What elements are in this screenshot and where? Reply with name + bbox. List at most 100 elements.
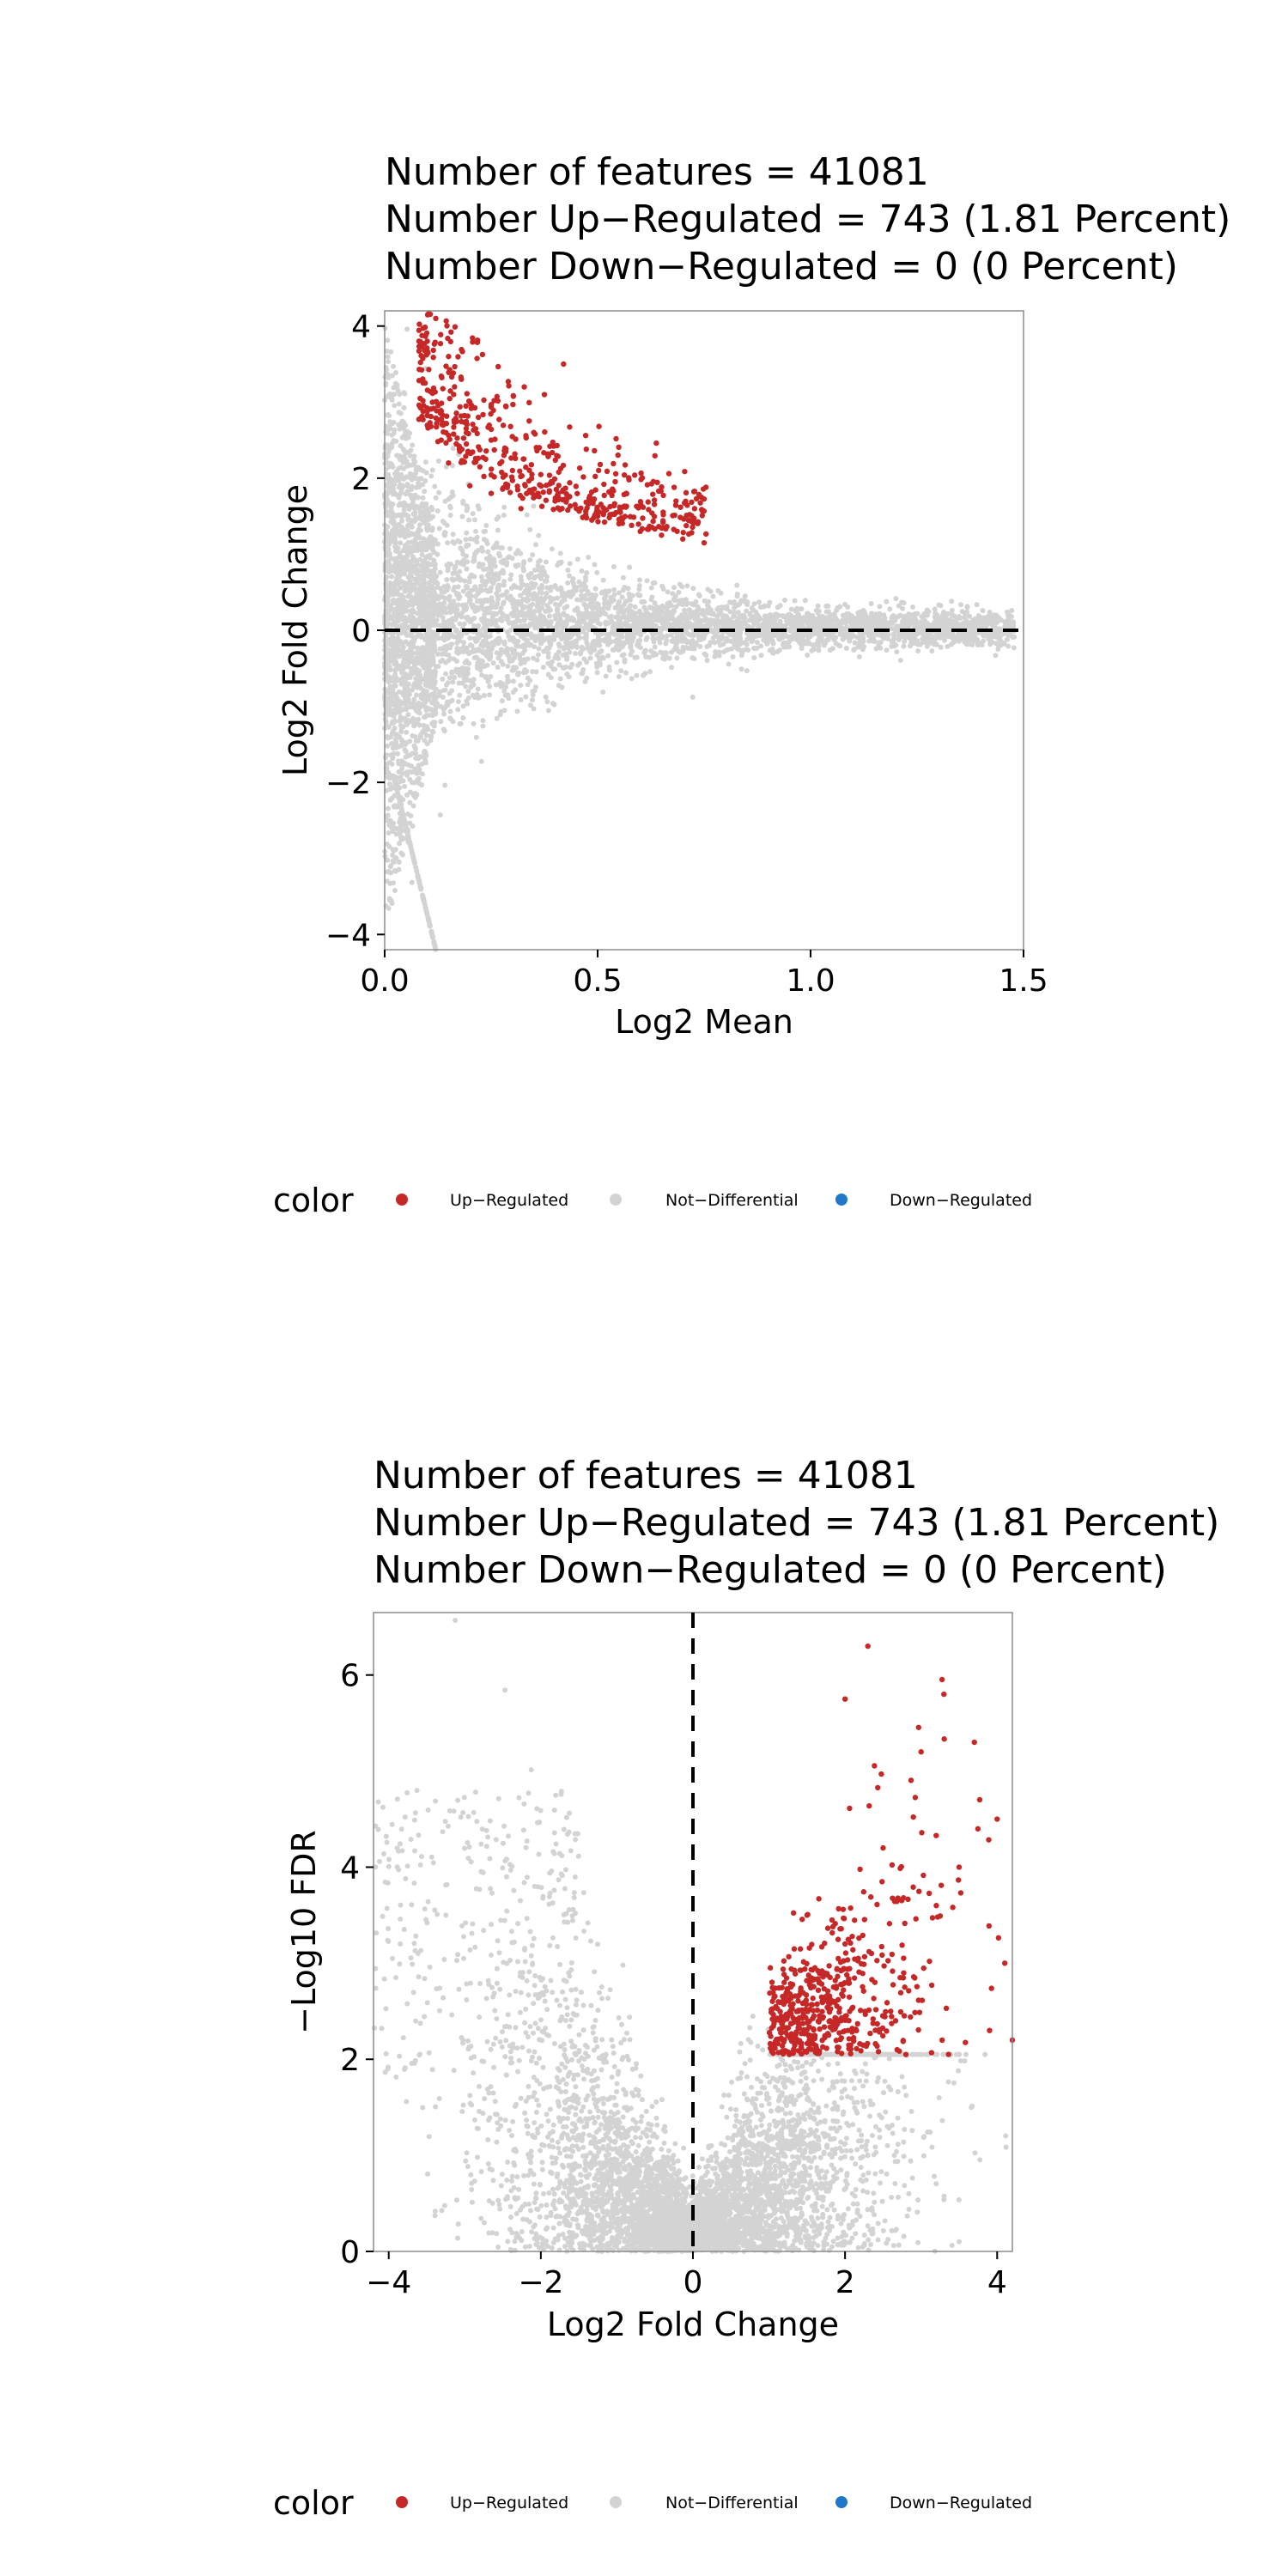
ma-not-differential-point — [634, 672, 640, 678]
ma-not-differential-point — [1005, 643, 1012, 649]
ma-not-differential-point — [949, 612, 955, 618]
ma-not-differential-point — [546, 586, 552, 592]
ma-not-differential-point — [956, 614, 962, 620]
ma-not-differential-point — [387, 391, 393, 397]
ma-not-differential-point — [1009, 608, 1015, 614]
ma-not-differential-point — [557, 676, 563, 682]
ma-not-differential-point — [712, 653, 718, 659]
ma-not-differential-point — [702, 598, 708, 604]
ma-not-differential-point — [407, 430, 413, 436]
ma-not-differential-point — [530, 692, 536, 698]
ma-not-differential-point — [788, 613, 794, 619]
ma-not-differential-point — [473, 734, 479, 740]
ma-not-differential-point — [568, 641, 574, 647]
ma-not-differential-point — [949, 598, 955, 605]
ma-not-differential-point — [475, 591, 481, 597]
ma-not-differential-point — [696, 592, 702, 598]
ma-not-differential-point — [823, 637, 829, 643]
ma-not-differential-point — [392, 737, 398, 743]
ma-not-differential-point — [831, 611, 837, 617]
ma-not-differential-point — [449, 641, 455, 647]
ma-not-differential-point — [450, 577, 456, 583]
ma-not-differential-point — [438, 719, 444, 725]
ma-not-differential-point — [602, 588, 608, 594]
ma-not-differential-point — [386, 359, 392, 365]
ma-not-differential-point — [424, 636, 430, 642]
ma-not-differential-point — [391, 674, 397, 680]
ma-not-differential-point — [743, 621, 749, 627]
ma-not-differential-point — [632, 617, 638, 623]
ma-not-differential-point — [517, 585, 523, 591]
ma-not-differential-point — [475, 631, 481, 637]
ma-not-differential-point — [688, 610, 694, 616]
ma-not-differential-point — [452, 603, 458, 609]
ma-not-differential-point — [396, 841, 402, 847]
ma-not-differential-point — [390, 852, 396, 858]
ma-not-differential-point — [441, 520, 447, 526]
ma-not-differential-point — [632, 604, 638, 610]
ma-not-differential-point — [600, 577, 606, 583]
ma-not-differential-point — [749, 605, 755, 611]
ma-not-differential-point — [455, 699, 461, 705]
ma-not-differential-point — [802, 598, 808, 604]
ma-not-differential-point — [663, 650, 669, 656]
ma-not-differential-point — [884, 598, 890, 605]
ma-not-differential-point — [400, 459, 406, 465]
ma-not-differential-point — [450, 679, 456, 685]
ma-not-differential-point — [473, 528, 479, 534]
ma-not-differential-point — [920, 635, 926, 641]
ma-not-differential-point — [435, 459, 441, 465]
ma-not-differential-point — [958, 635, 964, 641]
ma-not-differential-point — [821, 642, 827, 648]
ma-not-differential-point — [969, 620, 975, 626]
ma-not-differential-point — [877, 614, 883, 620]
ma-not-differential-point — [976, 623, 982, 629]
ma-not-differential-point — [668, 649, 674, 655]
ma-not-differential-point — [422, 507, 428, 513]
ma-not-differential-point — [527, 603, 533, 609]
ma-not-differential-point — [460, 640, 466, 646]
ma-not-differential-point — [657, 640, 663, 646]
ma-not-differential-point — [647, 654, 653, 660]
ma-not-differential-point — [532, 596, 538, 602]
ma-not-differential-point — [441, 589, 447, 595]
ma-not-differential-point — [805, 622, 811, 628]
ma-not-differential-point — [481, 692, 487, 698]
ma-not-differential-point — [609, 629, 615, 635]
ma-not-differential-point — [480, 562, 486, 568]
ma-not-differential-point — [481, 537, 487, 543]
ma-not-differential-point — [574, 556, 580, 562]
ma-not-differential-point — [851, 617, 857, 623]
ma-not-differential-point — [986, 615, 992, 621]
ma-not-differential-point — [996, 636, 1002, 642]
ma-not-differential-point — [725, 647, 731, 653]
ma-not-differential-point — [968, 637, 974, 643]
ma-not-differential-point — [634, 654, 640, 660]
ma-not-differential-point — [677, 601, 683, 607]
ma-not-differential-point — [471, 682, 477, 688]
ma-not-differential-point — [780, 613, 786, 619]
ma-not-differential-point — [554, 631, 560, 637]
ma-not-differential-point — [723, 617, 729, 623]
ma-not-differential-point — [563, 619, 569, 625]
ma-not-differential-point — [680, 636, 686, 642]
ma-not-differential-point — [608, 594, 614, 600]
ma-not-differential-point — [842, 601, 848, 607]
ma-not-differential-point — [429, 586, 435, 592]
ma-not-differential-point — [651, 650, 657, 656]
ma-not-differential-point — [584, 675, 590, 681]
ma-not-differential-point — [403, 754, 409, 760]
ma-not-differential-point — [507, 576, 513, 582]
ma-not-differential-point — [426, 666, 432, 672]
ma-not-differential-point — [444, 635, 450, 641]
ma-not-differential-point — [440, 676, 446, 682]
ma-not-differential-point — [501, 504, 507, 510]
ma-not-differential-point — [466, 660, 472, 666]
ma-not-differential-point — [603, 673, 609, 679]
ma-not-differential-point — [540, 622, 546, 628]
ma-not-differential-point — [636, 577, 642, 583]
ma-not-differential-point — [428, 700, 434, 706]
ma-not-differential-point — [404, 811, 410, 817]
ma-not-differential-point — [670, 591, 676, 597]
ma-not-differential-point — [398, 737, 404, 743]
